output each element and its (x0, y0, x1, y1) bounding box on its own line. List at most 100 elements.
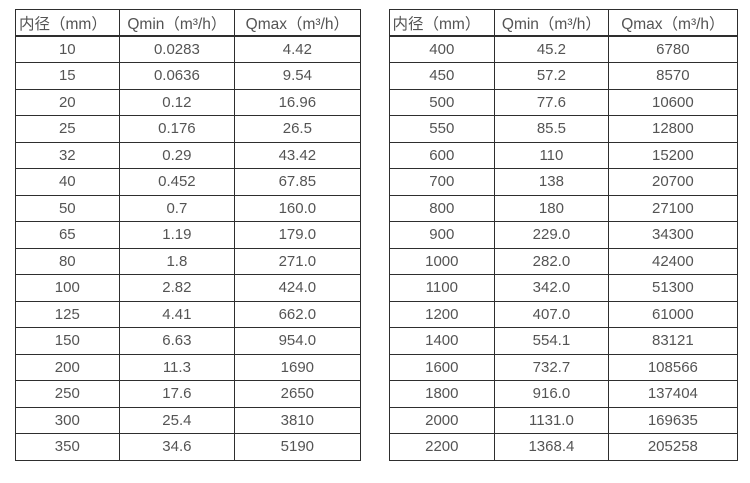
table-row: 150 6.63 954.0 (15, 327, 361, 355)
cell-qmin: 25.4 (118, 406, 236, 434)
table-header-row: 内径（mm） Qmin（m³/h） Qmax（m³/h） (388, 9, 739, 37)
table-row: 125 4.41 662.0 (15, 300, 361, 328)
cell-diameter: 2200 (388, 433, 496, 461)
table-row: 2000 1131.0 169635 (388, 406, 739, 434)
table-row: 100 2.82 424.0 (15, 274, 361, 302)
header-diameter: 内径（mm） (15, 9, 120, 37)
table-row: 800 180 27100 (388, 194, 739, 222)
cell-qmax: 83121 (607, 327, 739, 355)
cell-qmin: 916.0 (494, 380, 609, 408)
cell-diameter: 300 (15, 406, 120, 434)
cell-diameter: 65 (15, 221, 120, 249)
cell-qmin: 229.0 (494, 221, 609, 249)
cell-qmin: 0.29 (118, 141, 236, 169)
cell-diameter: 200 (15, 353, 120, 381)
cell-qmin: 138 (494, 168, 609, 196)
cell-qmin: 1131.0 (494, 406, 609, 434)
cell-qmax: 424.0 (234, 274, 361, 302)
cell-qmin: 732.7 (494, 353, 609, 381)
cell-qmax: 2650 (234, 380, 361, 408)
table-row: 25 0.176 26.5 (15, 115, 361, 143)
cell-diameter: 350 (15, 433, 120, 461)
cell-qmax: 12800 (607, 115, 739, 143)
table-body: 400 45.2 6780 450 57.2 8570 500 77.6 10600 550 85.… (388, 35, 739, 461)
table-row: 40 0.452 67.85 (15, 168, 361, 196)
cell-diameter: 450 (388, 62, 496, 90)
cell-diameter: 400 (388, 35, 496, 63)
cell-qmin: 407.0 (494, 300, 609, 328)
cell-qmax: 205258 (607, 433, 739, 461)
cell-qmin: 0.0636 (118, 62, 236, 90)
cell-qmin: 0.452 (118, 168, 236, 196)
cell-qmax: 6780 (607, 35, 739, 63)
cell-qmin: 34.6 (118, 433, 236, 461)
cell-diameter: 1400 (388, 327, 496, 355)
table-row: 65 1.19 179.0 (15, 221, 361, 249)
cell-diameter: 40 (15, 168, 120, 196)
cell-qmin: 0.0283 (118, 35, 236, 63)
cell-qmin: 0.7 (118, 194, 236, 222)
cell-qmin: 1.19 (118, 221, 236, 249)
page: 内径（mm） Qmin（m³/h） Qmax（m³/h） 10 0.0283 4.4… (15, 9, 739, 461)
cell-diameter: 15 (15, 62, 120, 90)
cell-diameter: 1800 (388, 380, 496, 408)
cell-qmax: 51300 (607, 274, 739, 302)
cell-qmin: 4.41 (118, 300, 236, 328)
cell-qmax: 1690 (234, 353, 361, 381)
table-row: 250 17.6 2650 (15, 380, 361, 408)
cell-qmax: 137404 (607, 380, 739, 408)
cell-diameter: 1200 (388, 300, 496, 328)
cell-qmin: 0.176 (118, 115, 236, 143)
cell-diameter: 600 (388, 141, 496, 169)
table-row: 500 77.6 10600 (388, 88, 739, 116)
header-qmin: Qmin（m³/h） (118, 9, 236, 37)
cell-qmin: 110 (494, 141, 609, 169)
cell-qmax: 954.0 (234, 327, 361, 355)
cell-qmin: 57.2 (494, 62, 609, 90)
cell-qmax: 169635 (607, 406, 739, 434)
cell-qmax: 662.0 (234, 300, 361, 328)
cell-diameter: 150 (15, 327, 120, 355)
table-row: 600 110 15200 (388, 141, 739, 169)
cell-diameter: 32 (15, 141, 120, 169)
table-row: 1600 732.7 108566 (388, 353, 739, 381)
cell-qmin: 2.82 (118, 274, 236, 302)
table-row: 200 11.3 1690 (15, 353, 361, 381)
cell-qmax: 10600 (607, 88, 739, 116)
cell-diameter: 700 (388, 168, 496, 196)
cell-qmax: 16.96 (234, 88, 361, 116)
cell-qmin: 0.12 (118, 88, 236, 116)
cell-qmax: 8570 (607, 62, 739, 90)
cell-diameter: 550 (388, 115, 496, 143)
cell-qmin: 17.6 (118, 380, 236, 408)
cell-diameter: 2000 (388, 406, 496, 434)
cell-diameter: 50 (15, 194, 120, 222)
cell-qmin: 282.0 (494, 247, 609, 275)
cell-qmax: 61000 (607, 300, 739, 328)
cell-qmax: 9.54 (234, 62, 361, 90)
cell-qmax: 20700 (607, 168, 739, 196)
cell-qmax: 15200 (607, 141, 739, 169)
cell-diameter: 900 (388, 221, 496, 249)
table-row: 1200 407.0 61000 (388, 300, 739, 328)
cell-qmax: 271.0 (234, 247, 361, 275)
cell-qmax: 43.42 (234, 141, 361, 169)
table-row: 2200 1368.4 205258 (388, 433, 739, 461)
cell-qmin: 180 (494, 194, 609, 222)
table-row: 1000 282.0 42400 (388, 247, 739, 275)
cell-qmax: 108566 (607, 353, 739, 381)
table-row: 900 229.0 34300 (388, 221, 739, 249)
cell-qmin: 6.63 (118, 327, 236, 355)
cell-qmax: 26.5 (234, 115, 361, 143)
table-header-row: 内径（mm） Qmin（m³/h） Qmax（m³/h） (15, 9, 361, 37)
cell-diameter: 1100 (388, 274, 496, 302)
table-row: 80 1.8 271.0 (15, 247, 361, 275)
cell-diameter: 25 (15, 115, 120, 143)
header-qmax: Qmax（m³/h） (607, 9, 739, 37)
cell-qmax: 5190 (234, 433, 361, 461)
cell-qmax: 27100 (607, 194, 739, 222)
cell-diameter: 20 (15, 88, 120, 116)
cell-qmax: 160.0 (234, 194, 361, 222)
cell-qmax: 34300 (607, 221, 739, 249)
cell-qmin: 45.2 (494, 35, 609, 63)
